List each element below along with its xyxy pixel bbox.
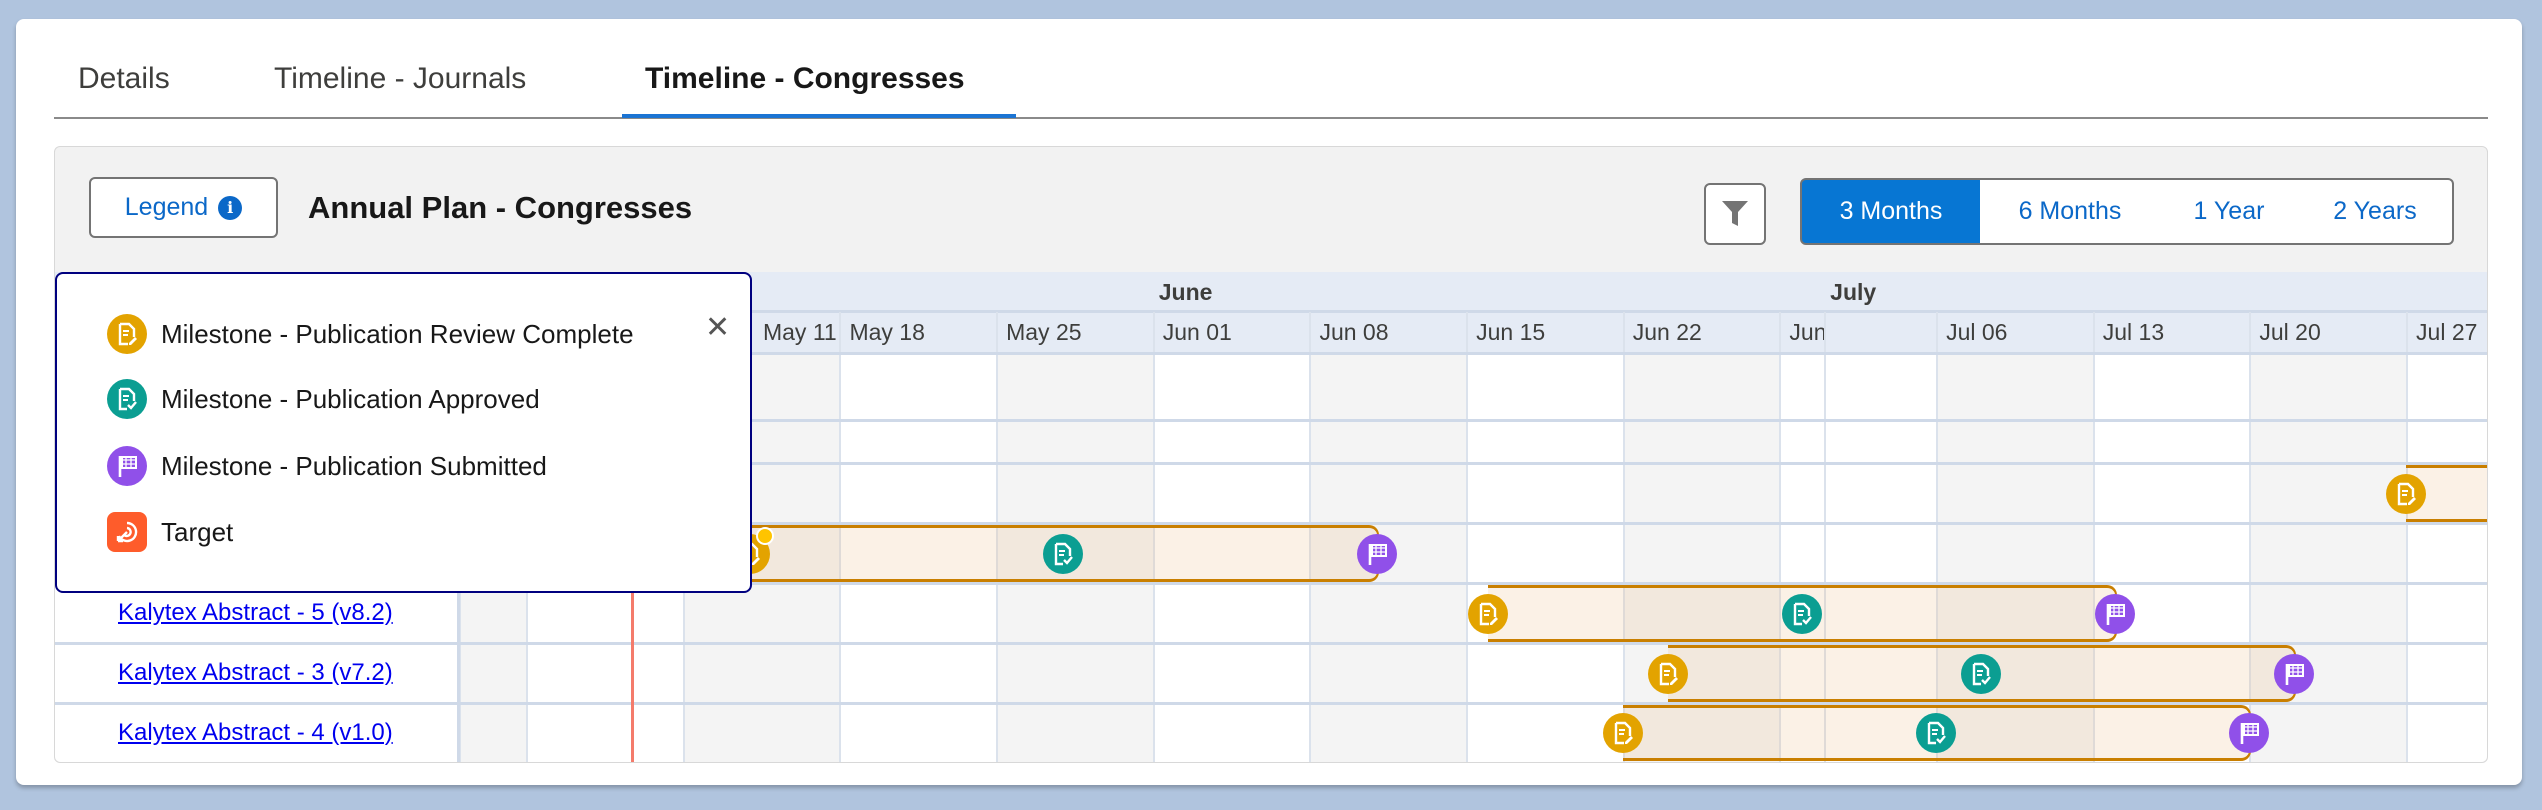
week-header-label: May 25 — [1006, 319, 1082, 345]
row-label-link[interactable]: Kalytex Abstract - 5 (v8.2) — [118, 599, 393, 626]
column-divider — [1309, 312, 1312, 762]
range-3-months-button[interactable]: 3 Months — [1800, 178, 1982, 245]
week-header-label: Jun — [1789, 319, 1825, 345]
document-check-milestone-icon[interactable] — [1960, 653, 2001, 694]
week-header-label: Jul 20 — [2259, 319, 2321, 345]
notification-dot-icon — [755, 527, 774, 545]
column-divider — [1936, 312, 1939, 762]
target-icon — [107, 512, 147, 552]
legend-button-label: Legend — [124, 193, 209, 221]
week-header-label: Jul 27 — [2416, 319, 2478, 345]
range-6-months-button[interactable]: 6 Months — [1980, 178, 2162, 245]
month-header-label: July — [1830, 279, 1877, 305]
active-tab-indicator — [622, 114, 1016, 118]
legend-item-label: Milestone - Publication Submitted — [161, 450, 547, 481]
flag-milestone-icon[interactable] — [2229, 713, 2270, 753]
legend-item-label: Target — [161, 516, 234, 547]
legend-button[interactable]: Legend i — [89, 177, 278, 238]
month-header-label: June — [1158, 279, 1213, 305]
range-2-years-button[interactable]: 2 Years — [2298, 178, 2454, 245]
row-divider — [55, 419, 2487, 422]
filter-button[interactable] — [1704, 183, 1766, 245]
flag-milestone-icon[interactable] — [1356, 533, 1397, 574]
column-divider — [1466, 312, 1469, 762]
column-divider — [1779, 312, 1782, 762]
legend-item: Milestone - Publication Submitted — [107, 446, 547, 486]
row-divider — [55, 352, 2487, 355]
column-divider — [1824, 312, 1827, 762]
page-title: Annual Plan - Congresses — [308, 190, 693, 225]
header-divider — [55, 310, 2487, 313]
week-header-label: May 18 — [849, 319, 925, 345]
document-check-milestone-icon[interactable] — [1043, 533, 1084, 574]
row-label-link[interactable]: Kalytex Abstract - 3 (v7.2) — [118, 659, 393, 686]
week-header-label: Jun 08 — [1319, 319, 1389, 345]
flag-milestone-icon[interactable] — [2095, 593, 2136, 634]
close-icon[interactable]: ✕ — [705, 310, 731, 345]
document-check-milestone-icon[interactable] — [1916, 713, 1957, 753]
row-divider — [55, 582, 2487, 585]
document-edit-milestone-icon[interactable] — [1602, 713, 1643, 753]
row-divider — [55, 522, 2487, 525]
document-edit-icon — [107, 314, 147, 354]
column-divider — [2092, 312, 2095, 762]
column-divider — [2406, 312, 2409, 762]
legend-item-label: Milestone - Publication Review Complete — [161, 318, 634, 349]
column-divider — [2249, 312, 2252, 762]
filter-icon — [1722, 201, 1748, 226]
document-check-milestone-icon[interactable] — [1781, 593, 1822, 634]
week-header-label: May 11 — [762, 319, 837, 345]
week-header-label: Jun 22 — [1632, 319, 1702, 345]
legend-item: Target — [107, 512, 233, 552]
column-divider — [1152, 312, 1155, 762]
flag-milestone-icon[interactable] — [2274, 653, 2315, 694]
document-edit-milestone-icon[interactable] — [2386, 473, 2427, 514]
legend-popover: ✕ Milestone - Publication Review Complet… — [55, 272, 752, 593]
row-divider — [55, 642, 2487, 645]
range-1-year-button[interactable]: 1 Year — [2160, 178, 2300, 245]
tab-divider — [54, 117, 2488, 119]
column-divider — [839, 312, 842, 762]
tab-details[interactable]: Details — [78, 62, 170, 95]
tab-timeline-journals[interactable]: Timeline - Journals — [274, 62, 527, 95]
info-icon: i — [218, 195, 243, 220]
week-header-label: Jun 15 — [1476, 319, 1546, 345]
legend-item-label: Milestone - Publication Approved — [161, 383, 540, 414]
flag-icon — [107, 446, 147, 486]
column-divider — [1622, 312, 1625, 762]
tab-timeline-congresses[interactable]: Timeline - Congresses — [645, 62, 965, 95]
column-divider — [996, 312, 999, 762]
week-header-label: Jul 06 — [1946, 319, 2008, 345]
week-header-label: Jul 13 — [2102, 319, 2165, 345]
document-check-icon — [107, 379, 147, 419]
row-divider — [55, 702, 2487, 705]
row-divider — [55, 462, 2487, 465]
document-edit-milestone-icon[interactable] — [1468, 593, 1509, 634]
week-header-label: Jun 01 — [1162, 319, 1232, 345]
legend-item: Milestone - Publication Review Complete — [107, 314, 634, 354]
legend-item: Milestone - Publication Approved — [107, 379, 540, 419]
row-label-link[interactable]: Kalytex Abstract - 4 (v1.0) — [118, 718, 393, 746]
document-edit-milestone-icon[interactable] — [1647, 653, 1688, 694]
